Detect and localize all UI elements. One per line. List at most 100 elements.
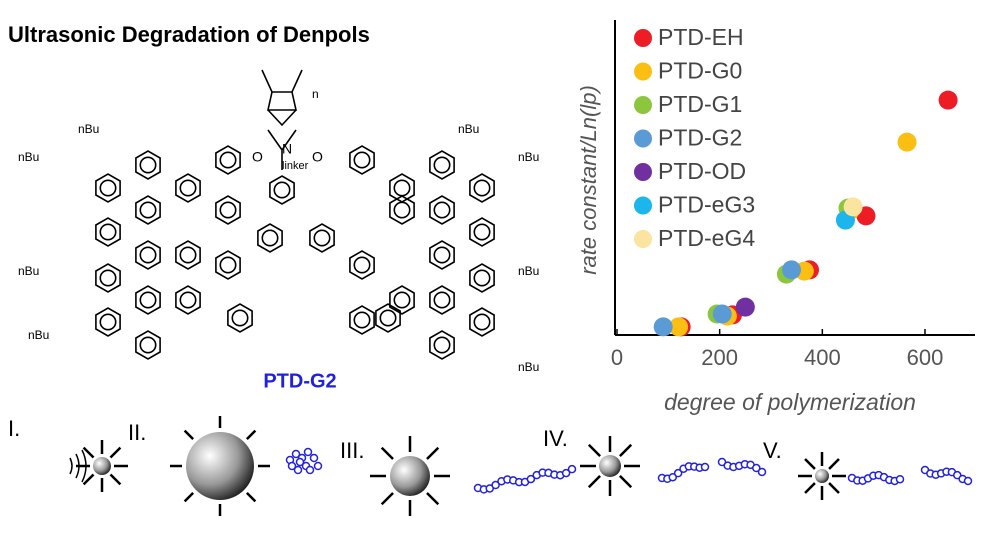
ring <box>389 195 415 225</box>
chain-bead <box>757 467 767 477</box>
ring <box>215 250 241 280</box>
ring <box>349 250 375 280</box>
ring-inner <box>99 313 117 331</box>
ring <box>469 307 495 337</box>
x-axis-title: degree of polymerization <box>664 389 916 415</box>
stage-label: II. <box>128 420 146 445</box>
ring <box>309 223 335 253</box>
arrow <box>380 446 394 460</box>
x-tick-label: 0 <box>611 345 623 370</box>
stage-label: V. <box>763 438 782 463</box>
legend-marker <box>634 29 652 47</box>
ring <box>135 195 161 225</box>
ring-inner <box>473 223 491 241</box>
ring <box>215 145 241 175</box>
chain-bead <box>668 472 677 482</box>
molecule-label: N <box>282 141 292 157</box>
legend-label: PTD-G0 <box>658 58 742 84</box>
ring-inner <box>139 201 157 219</box>
ring-inner <box>393 201 411 219</box>
chain-bead <box>293 465 303 475</box>
ring-inner <box>139 336 157 354</box>
arrow <box>380 492 394 506</box>
stages: I. II. III. IV. V. <box>8 416 973 516</box>
chain-bead <box>700 462 710 472</box>
molecule-label: nBu <box>78 122 99 136</box>
chain-bead <box>491 480 500 490</box>
chart: 0 200 400 600 degree of polymerization rate c… <box>576 20 975 415</box>
ring <box>429 330 455 360</box>
ring <box>95 173 121 203</box>
ring <box>257 223 283 253</box>
legend-label: PTD-eG3 <box>658 192 755 218</box>
ring <box>135 240 161 270</box>
arrow <box>183 429 195 441</box>
legend-label: PTD-G2 <box>658 125 742 151</box>
ring <box>95 217 121 247</box>
point <box>897 132 917 152</box>
ring <box>175 240 201 270</box>
ring <box>135 150 161 180</box>
ring-inner <box>353 151 371 169</box>
molecule-label: nBu <box>518 150 539 164</box>
x-tick-label: 600 <box>907 345 944 370</box>
point <box>735 297 755 317</box>
ring <box>215 195 241 225</box>
ring-inner <box>379 309 397 327</box>
chain-bead <box>752 463 761 473</box>
legend-label: PTD-EH <box>658 24 744 50</box>
ring <box>95 263 121 293</box>
y-axis-title: rate constant/Ln(lp) <box>576 85 601 275</box>
chain-bead <box>963 476 973 486</box>
ring-inner <box>433 201 451 219</box>
ring <box>175 173 201 203</box>
x-tick-label: 200 <box>701 345 738 370</box>
molecule-label: nBu <box>518 264 539 278</box>
legend-marker <box>634 62 652 81</box>
molecule-label: O <box>312 149 323 165</box>
point <box>938 90 958 110</box>
chain-bead <box>717 457 727 467</box>
ring-inner <box>473 179 491 197</box>
ring-inner <box>219 256 237 274</box>
ring <box>349 305 375 335</box>
chain-bead <box>567 464 577 474</box>
bubble <box>815 469 829 483</box>
arrow <box>109 446 122 459</box>
chain-bead <box>291 449 301 459</box>
ring <box>389 285 415 315</box>
arrow <box>828 482 840 494</box>
chain-bead <box>673 468 683 478</box>
ring-inner <box>261 229 279 247</box>
figure-title: Ultrasonic Degradation of Denpols <box>8 22 370 47</box>
ring <box>469 217 495 247</box>
arrow <box>587 443 601 457</box>
chain-bead <box>526 474 536 484</box>
ring <box>389 173 415 203</box>
ring-inner <box>473 269 491 287</box>
arrow <box>245 491 257 503</box>
ring-inner <box>99 179 117 197</box>
ring <box>175 285 201 315</box>
ring-inner <box>393 179 411 197</box>
ring-inner <box>353 256 371 274</box>
arrow <box>245 429 257 441</box>
arrow <box>109 473 122 486</box>
ring <box>429 285 455 315</box>
chain-bead <box>561 468 571 478</box>
molecule-label: nBu <box>18 264 39 278</box>
ring-inner <box>139 291 157 309</box>
ring <box>469 173 495 203</box>
ring <box>469 263 495 293</box>
ring-inner <box>433 291 451 309</box>
legend-marker <box>634 196 652 215</box>
ring <box>429 150 455 180</box>
arrow <box>587 475 601 489</box>
ring-inner <box>179 179 197 197</box>
molecule-label: n <box>312 87 319 101</box>
chain-bead <box>895 474 905 484</box>
bubble <box>93 457 111 475</box>
legend-label: PTD-G1 <box>658 91 742 117</box>
molecule-label: nBu <box>518 360 539 374</box>
